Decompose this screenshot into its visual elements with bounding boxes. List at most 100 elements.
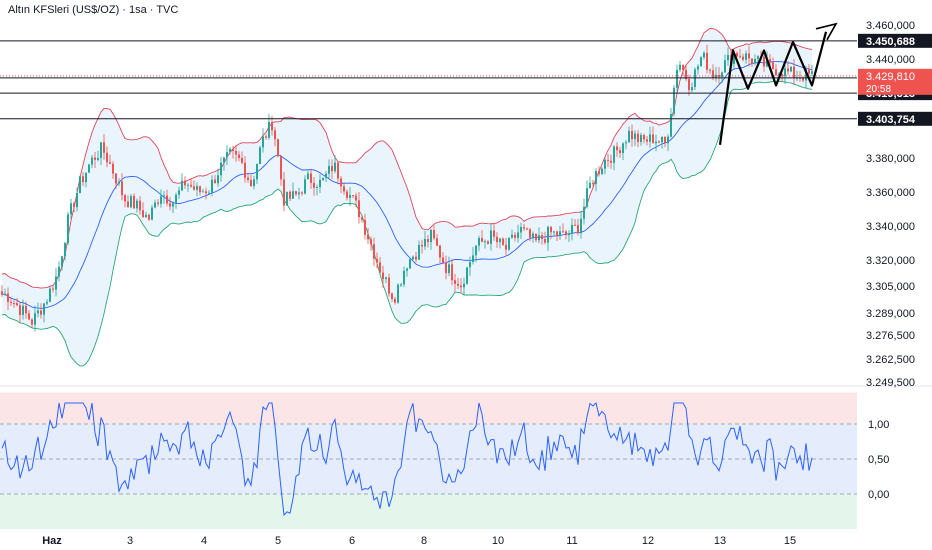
candle-body — [412, 256, 414, 260]
candle-body — [142, 210, 144, 218]
candle-body — [229, 148, 231, 153]
candle-body — [226, 152, 228, 158]
candle-body — [577, 225, 579, 234]
candle-body — [124, 195, 126, 202]
candle-body — [292, 191, 294, 199]
candle-body — [685, 69, 687, 80]
candle-body — [157, 202, 159, 204]
candle-body — [598, 171, 600, 174]
candle-body — [709, 69, 711, 71]
candle-body — [664, 136, 666, 144]
candle-body — [262, 136, 264, 148]
price-tick-label: 3.360,000 — [866, 187, 915, 199]
candle-body — [79, 176, 81, 194]
candles — [1, 44, 813, 332]
candle-body — [457, 283, 459, 286]
candle-body — [439, 245, 441, 258]
candle-body — [610, 160, 612, 163]
candle-body — [670, 114, 672, 137]
candle-body — [55, 276, 57, 290]
candle-body — [376, 258, 378, 263]
time-tick-label: Haz — [42, 535, 62, 547]
candle-body — [640, 135, 642, 143]
candle-body — [220, 162, 222, 176]
candle-body — [793, 66, 795, 78]
level-label: 3.403,754 — [866, 114, 916, 126]
candle-body — [139, 200, 141, 211]
candle-body — [502, 238, 504, 245]
candle-body — [565, 231, 567, 236]
candle-body — [202, 191, 204, 193]
candle-body — [37, 310, 39, 314]
price-tick-label: 3.305,000 — [866, 281, 915, 293]
pattern-annotation — [718, 22, 838, 145]
candle-body — [46, 301, 48, 304]
candle-body — [403, 270, 405, 285]
candle-body — [601, 168, 603, 174]
candle-body — [22, 305, 24, 315]
candle-body — [604, 159, 606, 169]
candle-body — [25, 305, 27, 314]
candle-body — [493, 230, 495, 237]
candle-body — [436, 238, 438, 246]
time-tick-label: 5 — [275, 535, 281, 547]
candle-body — [133, 196, 135, 209]
candle-body — [115, 173, 117, 184]
candle-body — [805, 69, 807, 81]
candle-body — [736, 53, 738, 57]
candle-body — [649, 134, 651, 142]
candle-body — [430, 230, 432, 243]
candle-body — [307, 173, 309, 180]
candle-body — [451, 264, 453, 281]
candle-body — [397, 284, 399, 303]
candle-body — [94, 157, 96, 160]
candle-body — [739, 56, 741, 58]
candle-body — [214, 179, 216, 184]
candle-body — [559, 231, 561, 237]
candle-body — [613, 146, 615, 163]
candle-body — [763, 56, 765, 67]
candle-body — [289, 191, 291, 199]
candle-body — [445, 262, 447, 274]
candle-body — [238, 154, 240, 158]
candle-body — [463, 283, 465, 288]
candle-body — [259, 147, 261, 165]
candle-body — [391, 293, 393, 299]
chart-title: Altın KFSleri (US$/OZ) · 1sa · TVC — [8, 4, 179, 16]
candle-body — [682, 64, 684, 70]
candle-body — [196, 186, 198, 190]
candle-body — [784, 68, 786, 77]
level-label: 3.450,688 — [866, 36, 915, 48]
candle-body — [151, 207, 153, 220]
candle-body — [448, 264, 450, 274]
candle-body — [271, 121, 273, 131]
candle-body — [121, 181, 123, 196]
candle-body — [442, 257, 444, 263]
candle-body — [742, 56, 744, 60]
candle-body — [757, 56, 759, 59]
candle-body — [637, 133, 639, 143]
price-tick-label: 3.289,000 — [866, 308, 915, 320]
candle-body — [223, 157, 225, 163]
candle-body — [481, 237, 483, 242]
candle-body — [310, 173, 312, 183]
candle-body — [82, 176, 84, 183]
current-price-label: 3.429,810 — [866, 71, 915, 83]
candle-body — [571, 224, 573, 234]
candle-body — [787, 68, 789, 72]
candle-body — [409, 259, 411, 269]
time-tick-label: 4 — [201, 535, 207, 547]
price-tick-label: 3.249,500 — [866, 377, 915, 389]
candle-body — [385, 277, 387, 280]
candle-body — [61, 256, 63, 267]
candle-body — [106, 152, 108, 163]
candle-body — [556, 231, 558, 237]
candle-body — [334, 162, 336, 172]
candle-body — [667, 136, 669, 144]
candle-body — [535, 233, 537, 241]
candle-body — [691, 86, 693, 91]
candle-body — [19, 305, 21, 315]
candle-body — [244, 162, 246, 178]
